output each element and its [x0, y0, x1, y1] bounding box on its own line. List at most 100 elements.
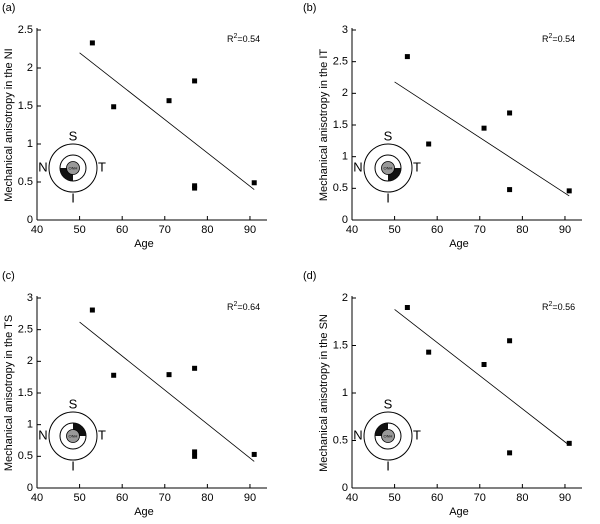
point	[166, 98, 172, 104]
y-tick-label: 2.5	[18, 324, 33, 336]
y-tick-label: 2	[27, 355, 33, 367]
point	[192, 78, 198, 84]
x-tick-label: 40	[346, 224, 358, 236]
point	[507, 110, 513, 116]
inset-label: N	[353, 159, 362, 174]
x-tick-label: 40	[31, 224, 43, 236]
inset-onh	[381, 429, 395, 443]
r-squared: R2=0.56	[542, 301, 575, 313]
inset-label: S	[69, 128, 78, 143]
y-tick-label: 2	[27, 62, 33, 74]
x-tick-label: 90	[244, 224, 256, 236]
inset-center-label: ONH	[384, 166, 393, 171]
r-squared: R2=0.54	[542, 33, 575, 45]
inset-center-label: ONH	[384, 434, 393, 439]
fit-line	[394, 309, 570, 446]
point	[192, 185, 198, 191]
x-tick-label: 60	[431, 492, 443, 504]
point	[566, 440, 572, 446]
y-tick-label: 0	[27, 482, 33, 494]
y-tick-label: 2.5	[333, 56, 348, 68]
fit-line	[394, 81, 570, 197]
y-tick-label: 2	[342, 87, 348, 99]
point	[507, 338, 513, 344]
y-tick-label: 0.5	[18, 176, 33, 188]
y-axis-label: Mechanical anisotropy in the NI	[3, 48, 15, 201]
x-axis-label: Age	[134, 506, 154, 518]
y-tick-label: 1	[27, 419, 33, 431]
panel: (d) 0 0.5 1 1.5 2 40 50 60 70 80 90 Age Mechanical an…	[303, 270, 582, 518]
point	[566, 188, 572, 194]
panel: (c) 0 0.5 1 1.5 2 2.5 3 40 50 60 70 80 90 Age Mechanica…	[2, 270, 267, 518]
panel-label: (d)	[303, 270, 316, 282]
inset-label: N	[38, 427, 47, 442]
r-squared-exponent: 2	[234, 301, 238, 308]
point	[507, 187, 513, 193]
r-squared-value: =0.54	[237, 34, 260, 44]
x-tick-label: 90	[559, 492, 571, 504]
x-tick-label: 80	[201, 224, 213, 236]
y-tick-label: 1	[27, 138, 33, 150]
y-tick-label: 1	[342, 387, 348, 399]
point	[89, 40, 95, 46]
inset-label: I	[71, 458, 75, 473]
y-axis-label: Mechanical anisotropy in the IT	[318, 49, 330, 202]
y-tick-label: 1.5	[333, 339, 348, 351]
inset-label: N	[353, 427, 362, 442]
inset-label: I	[71, 190, 75, 205]
x-tick-label: 50	[73, 492, 85, 504]
point	[166, 372, 172, 378]
point	[507, 450, 513, 456]
x-axis-label: Age	[134, 238, 154, 250]
y-tick-label: 1.5	[333, 119, 348, 131]
r-squared-exponent: 2	[234, 33, 238, 40]
inset-label: I	[386, 458, 390, 473]
panel: (a) 0 0.5 1 1.5 2 2.5 40 50 60 70 80 90 Age Mechanical…	[2, 2, 267, 250]
inset-center-label: ONH	[69, 166, 78, 171]
x-tick-label: 40	[346, 492, 358, 504]
y-axis-label: Mechanical anisotropy in the TS	[3, 315, 15, 471]
x-tick-label: 70	[159, 224, 171, 236]
r-squared: R2=0.64	[227, 301, 260, 313]
y-tick-label: 0	[342, 214, 348, 226]
point	[426, 141, 432, 147]
inset-label: T	[413, 427, 421, 442]
y-tick-label: 0.5	[18, 450, 33, 462]
point	[111, 372, 117, 378]
inset-label: S	[384, 128, 393, 143]
inset-onh	[66, 429, 80, 443]
point	[192, 453, 198, 459]
x-tick-label: 60	[116, 224, 128, 236]
x-tick-label: 70	[474, 492, 486, 504]
y-tick-label: 0	[27, 214, 33, 226]
inset-onh	[66, 161, 80, 175]
r-squared-value: =0.54	[552, 34, 575, 44]
r-squared: R2=0.54	[227, 33, 260, 45]
x-tick-label: 70	[159, 492, 171, 504]
y-tick-label: 0.5	[333, 182, 348, 194]
x-tick-label: 70	[474, 224, 486, 236]
r-squared-symbol: R	[542, 302, 549, 312]
x-tick-label: 80	[516, 224, 528, 236]
y-tick-label: 2.5	[18, 24, 33, 36]
inset-label: I	[386, 190, 390, 205]
point	[192, 365, 198, 371]
inset-label: T	[98, 159, 106, 174]
x-tick-label: 90	[244, 492, 256, 504]
point	[89, 307, 95, 313]
fit-line	[79, 52, 255, 190]
r-squared-symbol: R	[542, 34, 549, 44]
x-tick-label: 90	[559, 224, 571, 236]
r-squared-exponent: 2	[549, 33, 553, 40]
r-squared-symbol: R	[227, 34, 234, 44]
fit-line	[79, 321, 255, 462]
inset-onh	[381, 161, 395, 175]
x-tick-label: 60	[431, 224, 443, 236]
x-tick-label: 80	[516, 492, 528, 504]
point	[404, 305, 410, 310]
x-tick-label: 50	[388, 224, 400, 236]
inset-label: T	[98, 427, 106, 442]
point	[251, 451, 257, 457]
r-squared-value: =0.64	[237, 302, 260, 312]
